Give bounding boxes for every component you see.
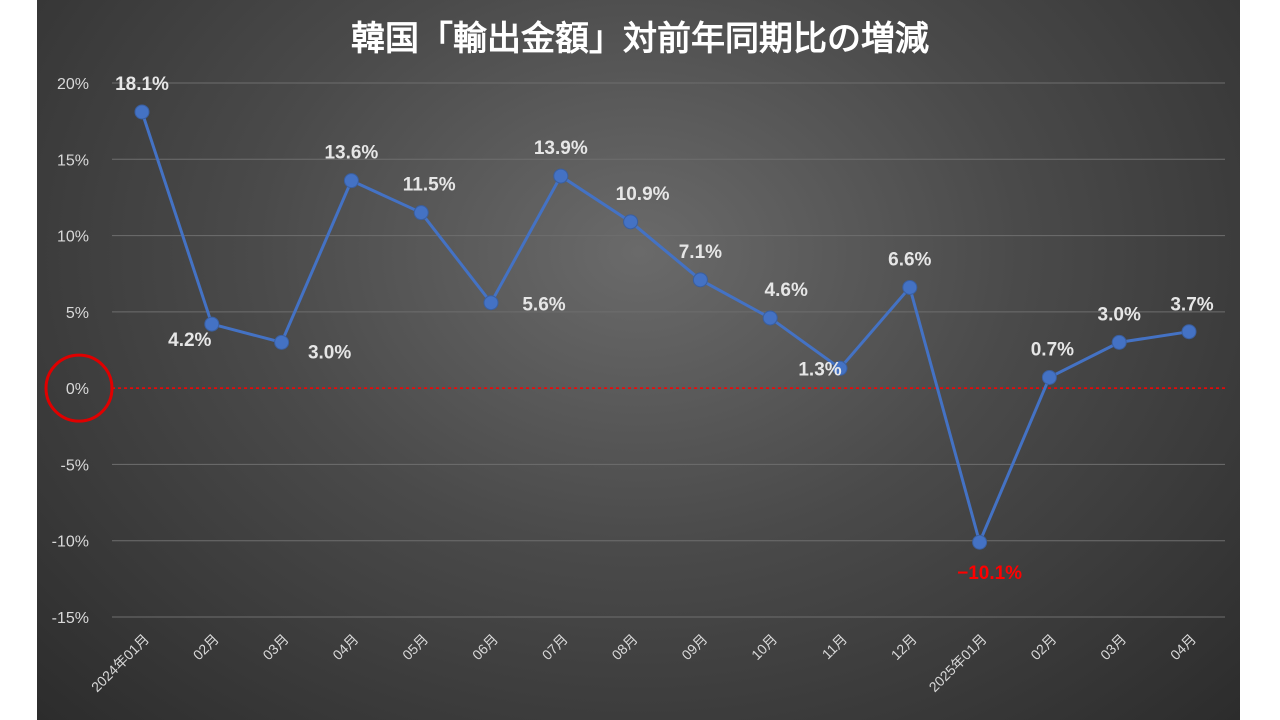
data-point xyxy=(1181,324,1197,340)
x-tick-label: 09月 xyxy=(678,631,710,663)
data-point xyxy=(902,279,918,295)
zero-highlight-circle xyxy=(44,353,114,423)
x-tick-label: 04月 xyxy=(1167,631,1199,663)
y-tick-label: 20% xyxy=(57,76,89,93)
data-label: 13.6% xyxy=(324,143,378,164)
y-tick-label: 5% xyxy=(66,305,89,322)
data-point xyxy=(553,168,569,184)
y-axis: 20% 15% 10% 5% 0% -5% -10% -15% xyxy=(52,76,89,627)
data-label: 11.5% xyxy=(403,175,456,196)
x-tick-label: 2024年01月 xyxy=(88,631,152,695)
data-point xyxy=(274,334,290,350)
data-label: 10.9% xyxy=(616,184,670,205)
data-label: 4.6% xyxy=(765,280,808,301)
data-point xyxy=(134,104,150,120)
y-tick-label: -10% xyxy=(52,534,89,551)
data-point xyxy=(692,272,708,288)
data-label: 4.2% xyxy=(168,330,211,351)
y-tick-label: -5% xyxy=(61,457,89,474)
x-tick-label: 03月 xyxy=(259,631,291,663)
x-axis: 2024年01月 02月 03月 04月 05月 06月 07月 08月 09月 10月 11月 12… xyxy=(88,631,1199,695)
chart-area: 韓国「輸出金額」対前年同期比の増減 20% 15% 10% 5% 0% -5% -10% -1… xyxy=(37,0,1240,720)
data-point xyxy=(1041,369,1057,385)
data-label: 7.1% xyxy=(679,242,722,263)
data-label: 3.0% xyxy=(1098,304,1141,325)
x-tick-label: 05月 xyxy=(399,631,431,663)
data-labels: 18.1% 4.2% 3.0% 13.6% 11.5% 5.6% 13.9% 10.9% 7.1… xyxy=(115,74,1214,584)
x-tick-label: 03月 xyxy=(1097,631,1129,663)
y-tick-label: 10% xyxy=(57,229,89,246)
x-tick-label: 04月 xyxy=(329,631,361,663)
data-point xyxy=(623,214,639,230)
data-point xyxy=(762,310,778,326)
line-chart: 韓国「輸出金額」対前年同期比の増減 20% 15% 10% 5% 0% -5% -10% -1… xyxy=(44,19,1225,695)
data-label: 13.9% xyxy=(534,138,588,159)
data-point xyxy=(832,360,848,376)
x-tick-label: 10月 xyxy=(748,631,780,663)
data-points xyxy=(134,104,1197,550)
series-line xyxy=(140,111,1190,547)
data-label: 6.6% xyxy=(888,249,931,270)
x-tick-label: 02月 xyxy=(190,631,222,663)
x-tick-label: 11月 xyxy=(819,631,850,662)
data-label: 3.7% xyxy=(1170,295,1213,316)
gridlines xyxy=(112,82,1225,618)
data-point xyxy=(343,173,359,189)
y-tick-label: 15% xyxy=(57,152,89,169)
data-point xyxy=(413,205,429,221)
y-tick-label: 0% xyxy=(66,381,89,398)
data-point xyxy=(1111,334,1127,350)
data-point xyxy=(204,316,220,332)
x-tick-label: 02月 xyxy=(1027,631,1059,663)
data-label: 18.1% xyxy=(115,74,169,95)
data-label: 3.0% xyxy=(308,342,351,363)
data-label: −10.1% xyxy=(957,563,1022,584)
x-tick-label: 2025年01月 xyxy=(926,631,990,695)
data-label: 0.7% xyxy=(1031,339,1074,360)
data-point xyxy=(483,295,499,311)
x-tick-label: 08月 xyxy=(608,631,640,663)
data-point xyxy=(972,534,988,550)
data-label: 5.6% xyxy=(522,295,565,316)
x-tick-label: 12月 xyxy=(888,631,920,663)
x-tick-label: 07月 xyxy=(539,631,571,663)
data-label: 1.3% xyxy=(798,359,841,380)
y-tick-label: -15% xyxy=(52,610,89,627)
x-tick-label: 06月 xyxy=(469,631,501,663)
chart-title: 韓国「輸出金額」対前年同期比の増減 xyxy=(351,19,929,59)
